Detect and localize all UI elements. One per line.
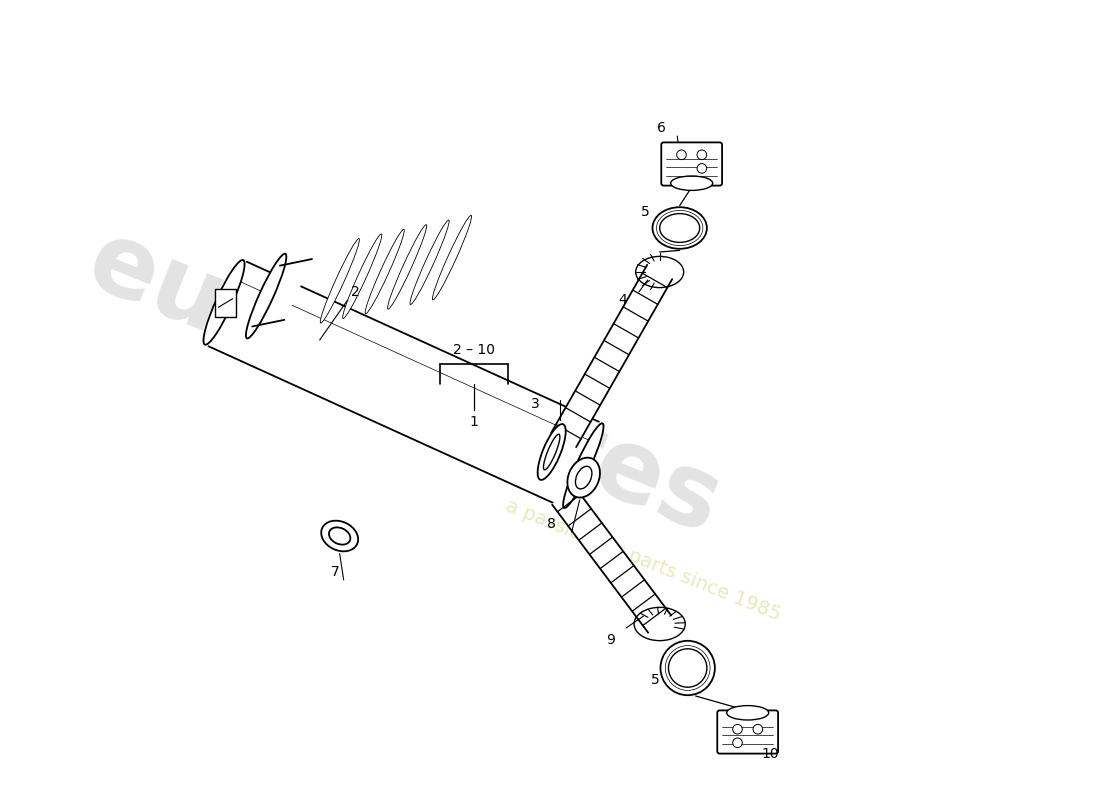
Ellipse shape <box>387 225 427 309</box>
Text: 7: 7 <box>331 565 340 579</box>
Ellipse shape <box>660 641 715 695</box>
Circle shape <box>733 738 742 747</box>
Circle shape <box>697 150 706 160</box>
Ellipse shape <box>669 649 707 687</box>
Text: a passion for parts since 1985: a passion for parts since 1985 <box>504 496 784 624</box>
Text: euro-spares: euro-spares <box>74 213 734 555</box>
Polygon shape <box>552 487 671 633</box>
Ellipse shape <box>246 254 286 338</box>
Ellipse shape <box>652 207 707 249</box>
Ellipse shape <box>727 706 769 720</box>
Ellipse shape <box>575 466 592 489</box>
Polygon shape <box>551 265 672 447</box>
Text: 9: 9 <box>606 633 615 647</box>
Ellipse shape <box>329 527 351 545</box>
Ellipse shape <box>432 215 472 300</box>
Circle shape <box>697 163 706 173</box>
Text: 4: 4 <box>618 293 627 307</box>
FancyBboxPatch shape <box>661 142 722 186</box>
Ellipse shape <box>320 238 360 323</box>
Polygon shape <box>209 262 598 506</box>
Circle shape <box>754 725 762 734</box>
Circle shape <box>733 725 742 734</box>
Ellipse shape <box>538 424 565 480</box>
Text: 5: 5 <box>651 673 660 687</box>
Ellipse shape <box>410 220 449 305</box>
Text: 10: 10 <box>761 746 779 761</box>
Ellipse shape <box>671 176 713 190</box>
Ellipse shape <box>321 521 359 551</box>
Circle shape <box>676 150 686 160</box>
Ellipse shape <box>568 458 600 498</box>
Text: 8: 8 <box>547 517 557 531</box>
Ellipse shape <box>204 260 244 345</box>
Text: 3: 3 <box>531 397 540 411</box>
Text: 1: 1 <box>470 414 478 429</box>
Ellipse shape <box>543 434 560 470</box>
Ellipse shape <box>660 214 700 242</box>
Ellipse shape <box>563 423 604 508</box>
FancyBboxPatch shape <box>717 710 778 754</box>
Ellipse shape <box>365 230 405 314</box>
Text: 2: 2 <box>351 285 360 299</box>
Polygon shape <box>216 289 235 318</box>
Text: 6: 6 <box>657 121 665 135</box>
Text: 5: 5 <box>641 205 650 219</box>
Text: 2 – 10: 2 – 10 <box>453 342 495 357</box>
Ellipse shape <box>343 234 382 318</box>
Polygon shape <box>252 259 312 326</box>
